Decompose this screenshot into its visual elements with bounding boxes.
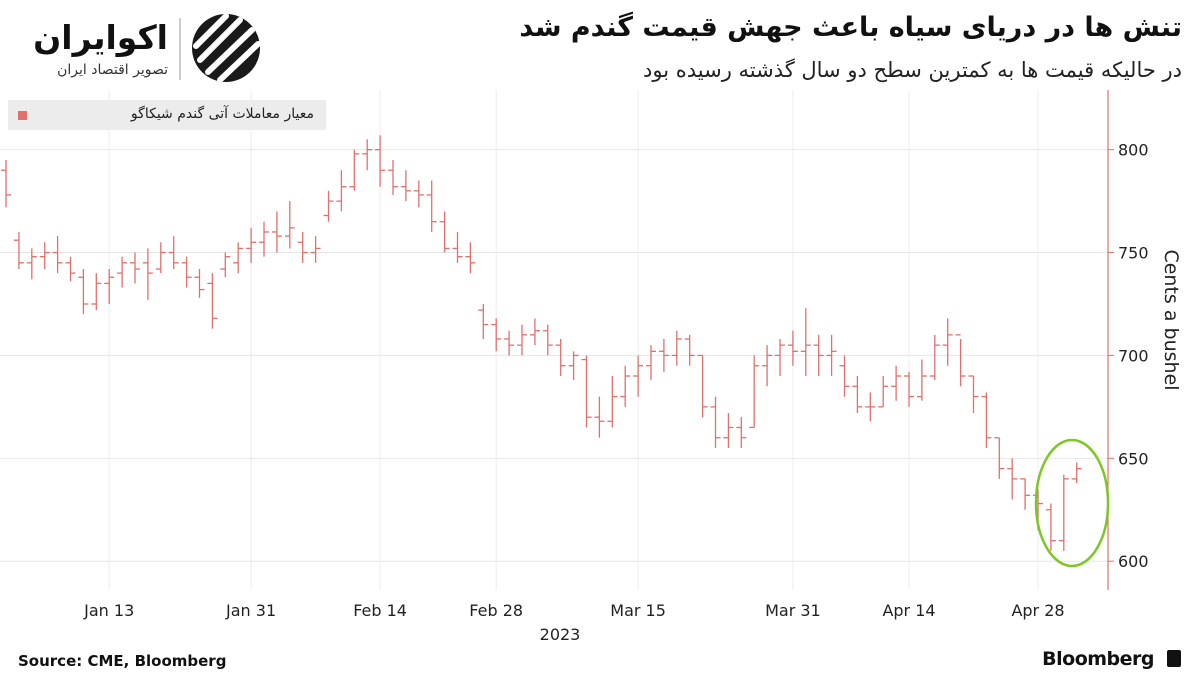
brand-name: اکوایران [33,18,168,57]
x-tick-label: Jan 13 [83,601,134,620]
legend: معیار معاملات آتی گندم شیکاگو [8,100,326,130]
y-tick-label: 800 [1118,141,1149,160]
x-tick-label: Apr 28 [1011,601,1064,620]
x-tick-label: Jan 31 [225,601,276,620]
x-tick-label: Mar 31 [765,601,821,620]
legend-label: معیار معاملات آتی گندم شیکاگو [130,106,314,122]
x-axis-label: 2023 [540,625,581,644]
y-axis-label: Cents a bushel [1160,249,1182,390]
brand-tagline: تصویر اقتصاد ایران [57,62,168,78]
y-tick-label: 700 [1118,346,1149,365]
credit: Bloomberg [1042,648,1154,670]
credit-icon [1167,650,1181,667]
bars [1,135,1082,551]
y-tick-label: 750 [1118,244,1149,263]
x-tick-label: Mar 15 [610,601,666,620]
y-tick-label: 650 [1118,449,1149,468]
x-tick-label: Apr 14 [882,601,935,620]
legend-swatch [18,111,27,120]
source: Source: CME, Bloomberg [18,652,227,670]
chart-subtitle: در حالیکه قیمت ها به کمترین سطح دو سال گ… [643,58,1182,82]
chart-title: تنش ها در دریای سیاه باعث جهش قیمت گندم … [519,12,1182,43]
x-tick-label: Feb 28 [469,601,523,620]
y-tick-label: 600 [1118,552,1149,571]
x-tick-label: Feb 14 [353,601,407,620]
grid [0,90,1108,590]
logo-icon [179,13,261,83]
axis: 600 650 700 750 800 Cents a bushel Jan 13 Jan 3… [83,90,1182,644]
highlight-ellipse [1034,438,1110,568]
